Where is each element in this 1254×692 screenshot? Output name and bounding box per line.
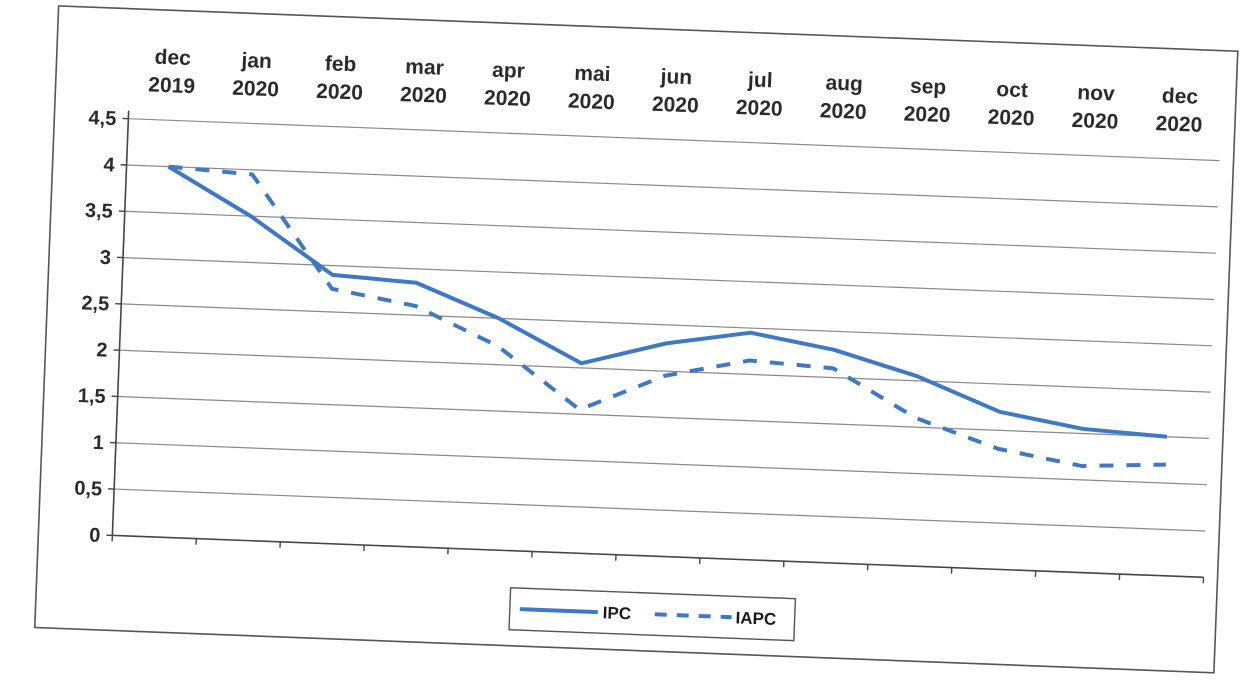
x-category-month: aug xyxy=(825,71,863,95)
x-category-year: 2020 xyxy=(987,106,1035,131)
x-category-year: 2020 xyxy=(1155,112,1203,137)
x-category-year: 2020 xyxy=(568,90,616,115)
y-tick-label: 1 xyxy=(92,432,104,454)
gridline xyxy=(117,395,1209,440)
y-axis xyxy=(111,110,130,536)
y-tick-label: 1,5 xyxy=(77,385,106,408)
gridline xyxy=(128,118,1220,162)
x-category-year: 2020 xyxy=(819,99,867,124)
legend-label-iapc: IAPC xyxy=(735,608,776,629)
y-tick-label: 0,5 xyxy=(74,478,103,501)
x-category-year: 2020 xyxy=(400,83,448,108)
x-category-year: 2020 xyxy=(651,93,699,118)
x-category-year: 2020 xyxy=(903,102,951,127)
axes xyxy=(106,110,1205,584)
y-tick-label: 3,5 xyxy=(85,200,114,223)
gridline xyxy=(115,442,1208,486)
gridline xyxy=(126,164,1218,208)
gridline xyxy=(114,488,1206,532)
series-lines xyxy=(167,164,1168,468)
x-category-labels: dec 2019 jan 2020 feb 2020 mar 2020 apr 2020 mai 20… xyxy=(148,46,1203,137)
legend: IPC IAPC xyxy=(508,586,797,642)
gridline xyxy=(121,303,1213,347)
legend-box xyxy=(508,586,797,642)
x-category-month: nov xyxy=(1077,81,1116,105)
gridline xyxy=(122,256,1215,301)
gridlines xyxy=(114,118,1220,532)
x-axis xyxy=(112,534,1204,579)
y-tick-label: 4,5 xyxy=(88,107,117,130)
gridline xyxy=(119,349,1211,393)
y-tick-label: 2 xyxy=(96,339,108,361)
y-tick-label: 0 xyxy=(89,525,101,547)
y-tick-label: 2,5 xyxy=(81,292,110,315)
y-tick-labels: 0 0,5 1 1,5 2 2,5 3 3,5 4 4,5 xyxy=(74,107,117,547)
x-category-year: 2020 xyxy=(316,80,364,105)
y-tick-label: 4 xyxy=(103,154,116,176)
x-category-year: 2020 xyxy=(735,96,783,121)
legend-label-ipc: IPC xyxy=(602,603,631,623)
gridline xyxy=(124,210,1217,254)
x-category-month: oct xyxy=(996,78,1028,102)
x-category-year: 2020 xyxy=(232,77,280,102)
x-category-month: dec xyxy=(154,46,191,70)
x-category-month: apr xyxy=(492,59,526,83)
x-category-month: jan xyxy=(240,49,272,73)
x-category-year: 2020 xyxy=(1071,109,1119,134)
x-category-month: dec xyxy=(1161,84,1198,108)
x-category-month: sep xyxy=(910,75,947,99)
y-tick-label: 3 xyxy=(99,247,111,269)
x-category-year: 2020 xyxy=(484,86,532,111)
x-category-year: 2019 xyxy=(148,73,196,98)
x-category-month: jul xyxy=(747,68,773,92)
legend-swatch-ipc xyxy=(519,607,598,615)
x-category-month: jun xyxy=(659,65,692,89)
x-category-month: mar xyxy=(405,55,444,79)
x-category-month: mai xyxy=(574,62,611,86)
x-category-month: feb xyxy=(324,52,356,76)
